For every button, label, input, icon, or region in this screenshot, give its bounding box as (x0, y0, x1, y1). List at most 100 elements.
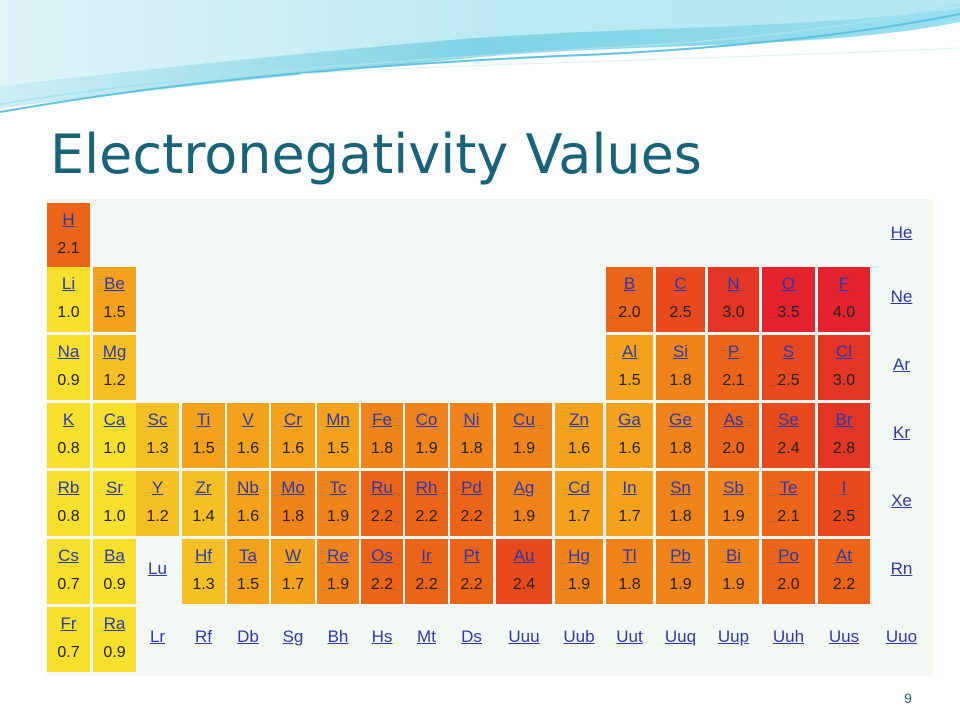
element-symbol-link[interactable]: Xe (891, 491, 912, 510)
element-symbol-link[interactable]: He (890, 223, 913, 242)
element-symbol-link[interactable]: V (242, 410, 254, 429)
element-symbol-link[interactable]: Tc (329, 478, 347, 497)
element-symbol-link[interactable]: Hs (371, 627, 393, 646)
element-symbol-link[interactable]: Al (621, 342, 638, 361)
element-symbol-link[interactable]: Ra (103, 614, 126, 633)
element-symbol-link[interactable]: F (838, 274, 850, 293)
element-symbol-link[interactable]: C (674, 274, 687, 293)
element-symbol-link[interactable]: Ar (893, 355, 910, 374)
element-symbol-link[interactable]: B (623, 274, 636, 293)
element-symbol-link[interactable]: Be (104, 274, 125, 293)
element-symbol-link[interactable]: As (723, 410, 744, 429)
element-symbol-link[interactable]: N (727, 274, 740, 293)
element-symbol-link[interactable]: O (781, 274, 796, 293)
element-symbol-link[interactable]: Po (778, 546, 799, 565)
element-symbol-link[interactable]: Fe (372, 410, 392, 429)
element-symbol-link[interactable]: Lr (149, 627, 166, 646)
element-symbol-link[interactable]: Hf (195, 546, 212, 565)
element-symbol-link[interactable]: Ge (669, 410, 692, 429)
element-symbol-link[interactable]: I (841, 478, 847, 497)
element-symbol-link[interactable]: Uuo (885, 627, 918, 646)
element-symbol-link[interactable]: S (782, 342, 795, 361)
element-symbol-link[interactable]: Fr (60, 614, 77, 633)
element-symbol-link[interactable]: Ca (103, 410, 126, 429)
element-symbol-link[interactable]: Mn (326, 410, 350, 429)
element-symbol-link[interactable]: Hg (568, 546, 590, 565)
element-cell-at: At 2.2 (818, 539, 870, 604)
element-symbol-link[interactable]: Uub (563, 627, 595, 646)
element-symbol-link[interactable]: Mg (102, 342, 127, 361)
electronegativity-value: 1.8 (669, 508, 692, 525)
element-symbol-link[interactable]: Mo (281, 478, 305, 497)
element-symbol-link[interactable]: Br (835, 410, 853, 429)
element-symbol-link[interactable]: Ti (196, 410, 211, 429)
electronegativity-value: 1.2 (103, 372, 126, 389)
element-symbol-link[interactable]: Uuq (664, 627, 697, 646)
element-symbol-link[interactable]: Sg (282, 627, 304, 646)
element-symbol-link[interactable]: Au (513, 546, 535, 565)
element-cell-re: Re 1.9 (317, 539, 359, 604)
element-symbol-link[interactable]: Ds (461, 627, 482, 646)
element-symbol-link[interactable]: Lu (148, 559, 167, 578)
element-symbol-link[interactable]: Ir (421, 546, 432, 565)
element-symbol-link[interactable]: Nb (237, 478, 259, 497)
element-symbol-link[interactable]: Uuh (772, 627, 805, 646)
element-symbol-link[interactable]: Ta (239, 546, 257, 565)
element-symbol-link[interactable]: P (727, 342, 740, 361)
element-symbol-link[interactable]: Sb (723, 478, 744, 497)
element-symbol-link[interactable]: Os (371, 546, 393, 565)
element-symbol-link[interactable]: Ne (890, 287, 913, 306)
element-symbol-link[interactable]: Tl (622, 546, 637, 565)
element-symbol-link[interactable]: Zr (195, 478, 212, 497)
element-symbol-link[interactable]: Cr (284, 410, 302, 429)
element-cell-si: Si 1.8 (656, 335, 705, 400)
element-symbol-link[interactable]: Re (327, 546, 349, 565)
element-symbol-link[interactable]: Co (415, 410, 438, 429)
element-symbol-link[interactable]: W (284, 546, 302, 565)
element-symbol-link[interactable]: Rf (195, 627, 212, 646)
element-symbol-link[interactable]: Db (237, 627, 259, 646)
element-symbol-link[interactable]: Kr (893, 423, 910, 442)
element-cell-ca: Ca 1.0 (93, 403, 136, 468)
electronegativity-value: 2.2 (460, 576, 483, 593)
element-symbol-link[interactable]: Cl (835, 342, 853, 361)
element-symbol-link[interactable]: Zn (569, 410, 589, 429)
element-symbol-link[interactable]: Bi (725, 546, 742, 565)
element-symbol-link[interactable]: Cs (58, 546, 79, 565)
element-symbol-link[interactable]: Ru (371, 478, 393, 497)
element-symbol-link[interactable]: Ag (513, 478, 535, 497)
element-symbol-link[interactable]: Cu (513, 410, 535, 429)
element-symbol-link[interactable]: Li (61, 274, 76, 293)
element-symbol-link[interactable]: Se (778, 410, 799, 429)
element-symbol-link[interactable]: Pb (670, 546, 691, 565)
element-symbol-link[interactable]: Uut (616, 627, 643, 646)
electronegativity-value: 1.5 (326, 440, 350, 457)
element-symbol-link[interactable]: At (835, 546, 853, 565)
element-symbol-link[interactable]: Uuu (508, 627, 540, 646)
element-symbol-link[interactable]: K (62, 410, 75, 429)
element-cell-tc: Tc 1.9 (317, 471, 359, 536)
element-symbol-link[interactable]: Si (672, 342, 689, 361)
element-symbol-link[interactable]: Uup (717, 627, 750, 646)
element-symbol-link[interactable]: Ga (618, 410, 641, 429)
electronegativity-value: 4.0 (832, 304, 856, 321)
element-symbol-link[interactable]: In (622, 478, 637, 497)
element-symbol-link[interactable]: Bh (327, 627, 349, 646)
element-symbol-link[interactable]: Pt (463, 546, 480, 565)
element-symbol-link[interactable]: Na (57, 342, 80, 361)
element-symbol-link[interactable]: Rh (415, 478, 438, 497)
element-symbol-link[interactable]: Sr (106, 478, 123, 497)
element-symbol-link[interactable]: Pd (461, 478, 482, 497)
element-symbol-link[interactable]: Te (779, 478, 798, 497)
element-symbol-link[interactable]: Sn (670, 478, 691, 497)
element-symbol-link[interactable]: Uus (828, 627, 860, 646)
element-symbol-link[interactable]: Rb (57, 478, 80, 497)
element-symbol-link[interactable]: Ni (463, 410, 480, 429)
element-symbol-link[interactable]: Y (151, 478, 164, 497)
element-symbol-link[interactable]: Mt (417, 627, 436, 646)
element-symbol-link[interactable]: Rn (890, 559, 913, 578)
element-symbol-link[interactable]: Ba (104, 546, 125, 565)
element-symbol-link[interactable]: Cd (568, 478, 590, 497)
element-symbol-link[interactable]: H (62, 210, 75, 229)
element-symbol-link[interactable]: Sc (147, 410, 168, 429)
